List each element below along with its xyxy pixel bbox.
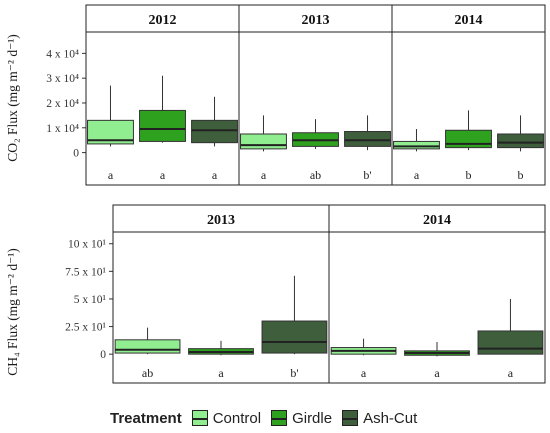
box-body-0-1-2 (344, 131, 391, 147)
y-tick-label-1-2: 5 x 10¹ (74, 294, 107, 306)
significance-letter-0-1-0: a (261, 168, 267, 182)
facet-title-0-2: 2014 (455, 13, 483, 28)
box-1-0-0 (114, 327, 181, 355)
box-body-1-0-0 (114, 339, 181, 354)
legend-label-control: Control (212, 409, 262, 427)
significance-letter-0-2-2: b (518, 168, 524, 182)
box-0-0-0 (87, 85, 134, 147)
box-body-0-0-2 (191, 119, 238, 144)
significance-letter-1-0-2: b' (290, 366, 298, 380)
y-tick-label-0-3: 3 x 10⁴ (46, 73, 79, 85)
significance-letter-1-1-0: a (361, 366, 367, 380)
facet-strip-0-0 (85, 4, 240, 33)
plot-panel-1-0 (112, 231, 330, 384)
y-axis-title-0: CO₂ Flux (mg m⁻² d⁻¹) (5, 34, 20, 162)
facet-title-1-1: 2014 (423, 213, 451, 228)
y-tick-label-1-0: 0 (100, 349, 106, 361)
significance-letter-0-1-2: b' (363, 168, 371, 182)
box-1-1-0 (330, 338, 397, 356)
box-0-2-2 (497, 115, 544, 152)
facet-title-0-0: 2012 (149, 13, 177, 28)
legend-item-ash-cut: Ash-Cut (342, 410, 417, 427)
legend-swatch-ash-cut (342, 410, 359, 426)
box-1-1-2 (477, 298, 544, 355)
y-tick-label-1-4: 10 x 10¹ (68, 239, 107, 251)
legend-item-girdle: Girdle (271, 410, 332, 427)
legend-label-girdle: Girdle (292, 409, 333, 427)
legend-swatch-girdle (271, 410, 288, 426)
box-body-0-0-0 (87, 119, 134, 145)
y-tick-label-0-2: 2 x 10⁴ (46, 98, 79, 110)
box-0-2-0 (393, 129, 440, 152)
legend: Treatment Control Girdle Ash-Cut (110, 406, 427, 430)
plot-panel-0-1 (238, 31, 393, 186)
facet-strip-1-0 (112, 204, 330, 233)
box-body-0-2-0 (393, 140, 440, 150)
y-tick-label-0-0: 0 (73, 148, 79, 160)
box-1-1-1 (404, 342, 470, 357)
box-body-1-0-2 (261, 320, 328, 354)
significance-letter-0-0-1: a (160, 168, 166, 182)
box-1-0-2 (261, 275, 328, 355)
box-0-2-1 (445, 110, 492, 151)
significance-letter-0-2-0: a (414, 168, 420, 182)
plot-panel-1-1 (328, 231, 546, 384)
y-axis-title-1: CH₄ Flux (mg m⁻² d⁻¹) (5, 248, 20, 376)
box-body-0-1-0 (240, 133, 287, 150)
plot-panel-0-2 (391, 31, 546, 186)
legend-label-ash-cut: Ash-Cut (363, 409, 418, 427)
y-tick-label-1-3: 7.5 x 10¹ (65, 266, 106, 278)
box-body-0-2-1 (445, 129, 492, 149)
significance-letter-0-0-0: a (108, 168, 114, 182)
box-1-0-1 (188, 340, 254, 356)
facet-title-0-1: 2013 (302, 13, 330, 28)
significance-letter-0-0-2: a (212, 168, 218, 182)
facet-title-1-0: 2013 (207, 213, 235, 228)
box-body-0-0-1 (139, 109, 186, 142)
legend-title: Treatment (110, 409, 182, 427)
box-0-1-0 (240, 115, 287, 152)
legend-item-control: Control (191, 409, 262, 427)
significance-letter-1-1-2: a (508, 366, 514, 380)
facet-strip-1-1 (328, 204, 546, 233)
facet-strip-0-2 (391, 4, 546, 33)
significance-letter-0-1-1: ab (310, 168, 321, 182)
box-0-0-2 (191, 96, 238, 147)
y-tick-label-1-1: 2.5 x 10¹ (65, 322, 106, 334)
y-tick-label-0-4: 4 x 10⁴ (46, 48, 79, 60)
significance-letter-1-0-0: ab (142, 366, 153, 380)
significance-letter-1-0-1: a (218, 366, 224, 380)
box-body-1-1-2 (477, 330, 544, 355)
box-body-0-2-2 (497, 133, 544, 149)
significance-letter-1-1-1: a (434, 366, 440, 380)
box-0-0-1 (139, 75, 186, 143)
significance-letter-0-2-1: b (466, 168, 472, 182)
box-0-1-1 (292, 119, 339, 149)
legend-swatch-control (191, 410, 208, 426)
y-tick-label-0-1: 1 x 10⁴ (46, 123, 79, 135)
box-0-1-2 (344, 115, 391, 151)
